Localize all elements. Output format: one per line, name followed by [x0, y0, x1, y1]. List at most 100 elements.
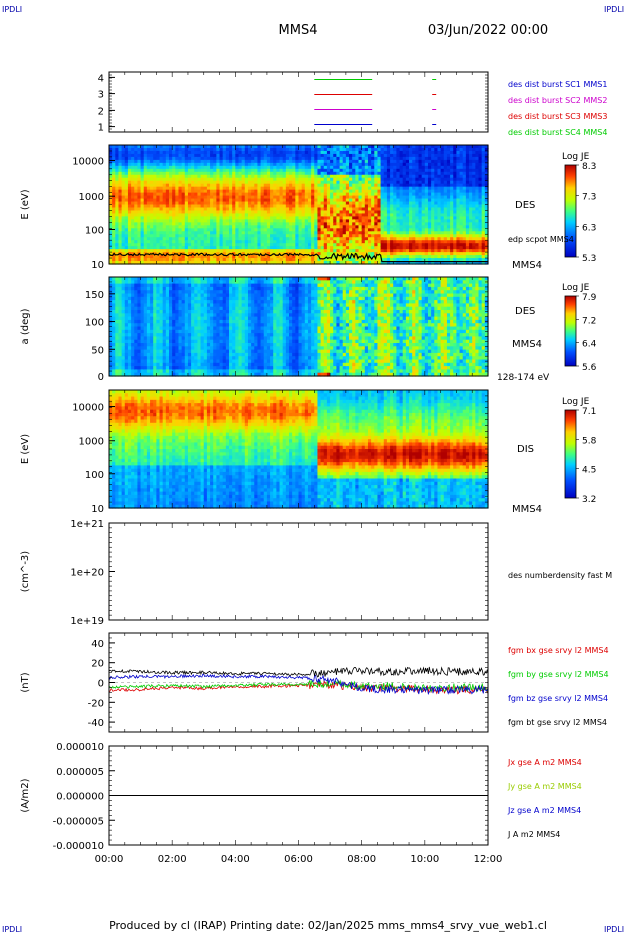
heat-cell [393, 237, 398, 241]
heat-cell [349, 237, 353, 241]
heat-cell [206, 174, 211, 179]
heat-cell [285, 249, 290, 253]
heat-cell [124, 261, 129, 265]
heat-cell [213, 213, 217, 218]
heat-cell [374, 213, 379, 218]
heat-cell [225, 228, 230, 232]
heat-cell [194, 207, 199, 212]
heat-cell [374, 243, 379, 247]
heat-cell [364, 201, 369, 206]
heat-cell [402, 174, 407, 179]
heat-cell [165, 261, 170, 265]
heat-cell [434, 189, 439, 194]
heat-cell [266, 150, 271, 155]
heat-cell [140, 225, 145, 229]
heat-cell [140, 171, 145, 176]
heat-cell [175, 207, 180, 212]
heat-cell [393, 189, 398, 194]
heat-cell [159, 237, 164, 241]
heat-cell [124, 228, 129, 232]
heat-cell [292, 255, 296, 259]
heat-cell [393, 150, 398, 155]
heat-cell [266, 228, 271, 232]
heat-cell [314, 255, 319, 259]
heat-cell [172, 255, 176, 259]
heat-cell [162, 210, 167, 215]
heat-cell [118, 177, 123, 182]
heat-cell [285, 198, 290, 203]
heat-cell [383, 240, 388, 244]
heat-cell [336, 171, 341, 176]
heat-cell [418, 240, 423, 244]
heat-cell [247, 219, 252, 223]
heat-cell [257, 255, 262, 259]
heat-cell [241, 225, 246, 229]
heat-cell [289, 186, 293, 191]
heat-cell [355, 153, 360, 158]
heat-cell [339, 195, 344, 200]
heat-cell [134, 228, 139, 232]
heat-cell [301, 219, 306, 223]
heat-cell [431, 207, 435, 212]
heat-cell [431, 204, 435, 209]
heat-cell [333, 219, 337, 223]
heat-cell [235, 237, 240, 241]
heat-cell [434, 243, 439, 247]
heat-cell [333, 246, 337, 250]
heat-cell [345, 186, 350, 191]
heat-cell [301, 159, 306, 164]
heat-cell [304, 219, 309, 223]
heat-cell [289, 156, 293, 161]
heat-cell [367, 186, 372, 191]
heat-cell [191, 246, 195, 250]
heat-cell [197, 174, 202, 179]
heat-cell [367, 204, 372, 209]
heat-cell [339, 198, 344, 203]
heat-cell [289, 261, 293, 265]
heat-cell [153, 165, 157, 170]
heat-cell [112, 159, 116, 164]
heat-cell [292, 180, 296, 185]
heat-cell [260, 219, 265, 223]
heat-cell [241, 150, 246, 155]
heat-cell [247, 168, 252, 173]
heat-cell [358, 186, 363, 191]
heat-cell [396, 177, 401, 182]
heat-cell [298, 261, 303, 265]
heat-cell [121, 258, 126, 262]
heat-cell [121, 216, 126, 220]
heat-cell [225, 145, 230, 149]
heat-cell [238, 261, 243, 265]
heat-cell [131, 195, 135, 200]
heat-cell [263, 231, 268, 235]
heat-cell [254, 261, 259, 265]
heat-cell [273, 225, 277, 229]
heat-cell [383, 255, 388, 259]
heat-cell [197, 186, 202, 191]
heat-cell [266, 234, 271, 238]
heat-cell [210, 240, 214, 244]
heat-cell [336, 198, 341, 203]
heat-cell [380, 186, 385, 191]
heat-cell [206, 213, 211, 218]
heat-cell [244, 201, 249, 206]
heat-cell [317, 174, 322, 179]
heat-cell [390, 180, 394, 185]
heat-cell [127, 225, 132, 229]
heat-cell [323, 174, 328, 179]
heat-cell [361, 189, 366, 194]
heat-cell [307, 174, 312, 179]
heat-cell [124, 159, 129, 164]
heat-cell [301, 145, 306, 149]
heat-cell [260, 168, 265, 173]
heat-cell [222, 183, 227, 188]
heat-cell [143, 198, 148, 203]
heat-cell [298, 222, 303, 226]
heat-cell [424, 240, 429, 244]
heat-cell [279, 174, 284, 179]
heat-cell [241, 228, 246, 232]
heat-cell [134, 180, 139, 185]
heat-cell [311, 198, 315, 203]
heat-cell [431, 165, 435, 170]
heat-cell [377, 145, 382, 149]
